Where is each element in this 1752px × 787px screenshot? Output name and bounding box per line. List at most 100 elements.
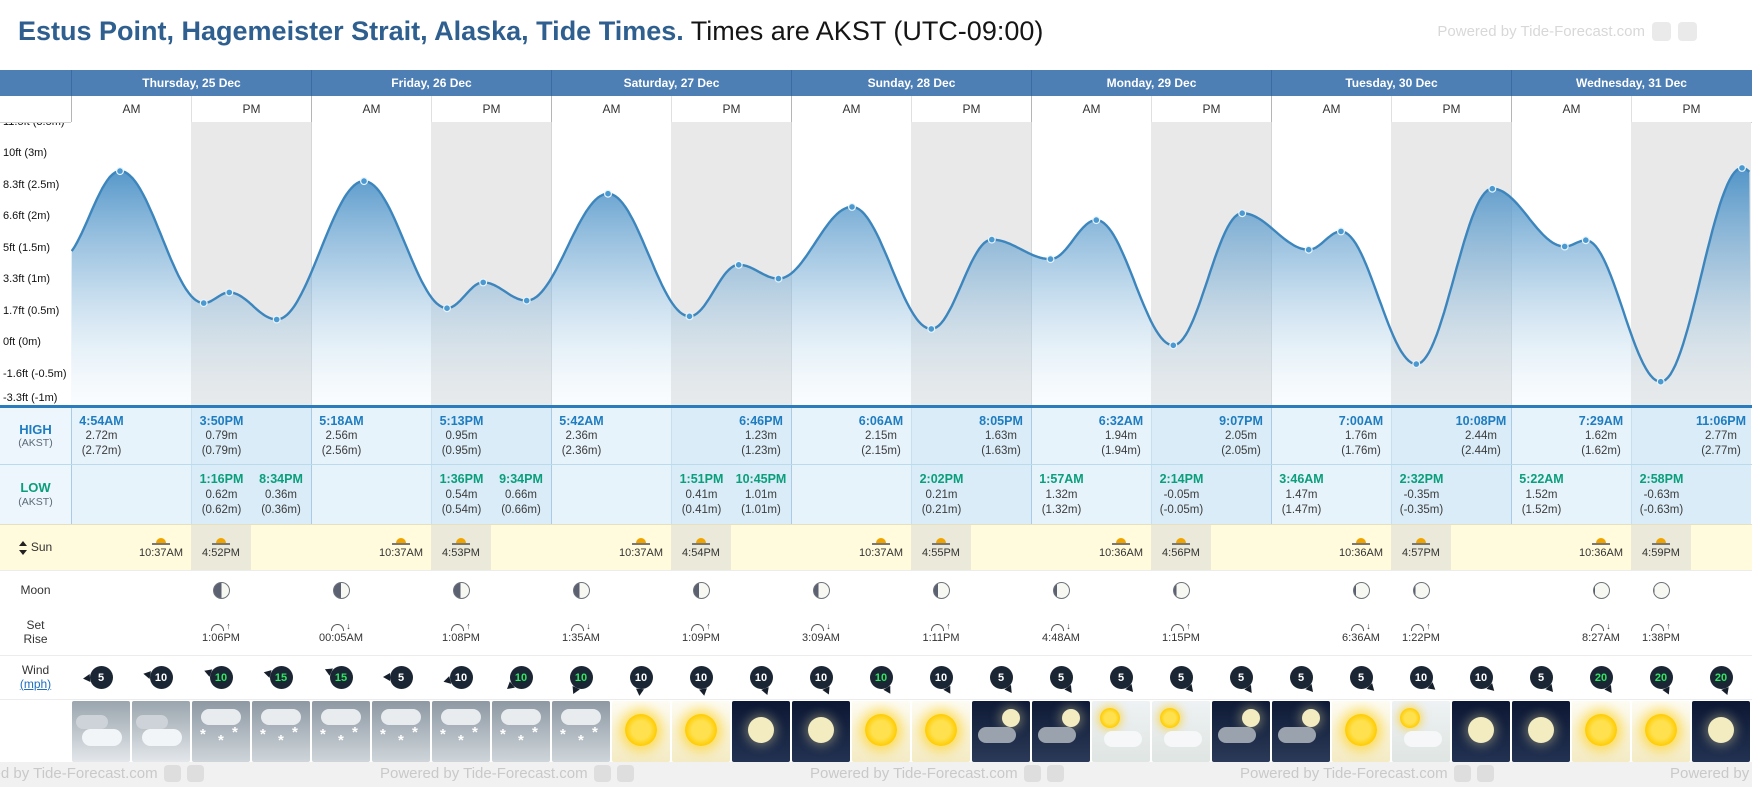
low-tide-cell [791,465,851,524]
sunrise-entry: 10:37AM [379,536,423,559]
moon-set-time: 3:09AM [802,632,840,644]
wind-unit-link[interactable]: (mph) [19,676,52,691]
setrise-cell: ↓ 00:05AM [311,610,371,655]
low-tide-height: 0.54m [445,488,478,501]
moon-phase-icon [812,582,830,599]
moon-icon [1528,717,1554,743]
y-axis-label: 8.3ft (2.5m) [3,178,60,191]
moon-rise-time: 1:22PM [1402,632,1440,644]
sunset-icon [1171,536,1190,545]
low-tide-entry: 3:46AM 1.47m (1.47m) [1279,471,1323,517]
weather-cell: * * * [251,700,311,763]
low-tide-cell: 3:46AM 1.47m (1.47m) [1271,465,1331,524]
wind-badge: 20 [1649,666,1673,689]
wind-badge: 10 [809,666,833,689]
weather-cell [1511,700,1571,763]
low-tide-entry: 10:45PM 1.01m (1.01m) [736,471,787,517]
sun-cell [1031,525,1091,570]
moon-icon [808,717,834,743]
cloud-icon [142,729,182,746]
y-axis-label: 10ft (3m) [3,147,48,160]
y-axis-label: 5ft (1.5m) [3,241,51,254]
moon-rise-entry: ↑ 1:15PM [1162,621,1200,645]
moon-phase-icon [1412,582,1430,599]
moon-icon [1242,709,1260,727]
weather-night-icon [1452,701,1510,762]
moon-set-time: 00:05AM [318,632,364,644]
day-header: Thursday, 25 Dec [71,70,311,96]
wind-badge: 10 [449,666,473,689]
sunrise-time: 10:37AM [378,547,424,559]
sun-label: Sun [30,539,53,554]
snowflake-icon: * [260,726,266,743]
high-tide-time: 11:06PM [1695,413,1747,428]
moon-icon [1302,709,1320,727]
wind-cell: 10 [431,656,491,699]
moon-cell [431,571,491,610]
moon-cell [371,571,431,610]
wind-speed: 15 [274,671,288,684]
weather-cell [1091,700,1151,763]
down-arrow-icon: ↓ [586,621,591,631]
down-arrow-icon: ↓ [346,621,351,631]
moon-icon [1002,709,1020,727]
moon-cell [911,571,971,610]
wind-badge: 10 [149,666,173,689]
wind-cell: 10 [1391,656,1451,699]
wind-speed: 15 [334,671,348,684]
high-row-label: HIGH (AKST) [0,408,71,464]
moon-phase-icon [572,582,590,599]
high-tide-height: 1.23m [745,430,777,443]
high-tide-marker [734,260,743,269]
low-tide-height-alt: (0.36m) [261,503,301,516]
sun-cell [1451,525,1511,570]
low-tide-marker [199,299,208,308]
sun-cell [731,525,791,570]
high-tide-height-alt: (1.63m) [981,445,1021,458]
wind-cell: 10 [911,656,971,699]
moon-cell [1331,571,1391,610]
high-tide-entry: 6:32AM 1.94m (1.94m) [1099,413,1143,459]
wind-label: Wind [21,662,50,677]
weather-night-icon [1692,701,1750,762]
sunset-entry: 4:56PM [1162,536,1200,559]
low-tide-height-alt: (1.47m) [1281,503,1322,516]
sun-cell [1211,525,1271,570]
high-tide-height-alt: (2.77m) [1701,445,1741,458]
setrise-cell [1451,610,1511,655]
ampm-label-pm: PM [1631,96,1751,122]
low-tide-cell [1331,465,1391,524]
wind-speed: 10 [1414,671,1428,684]
snowflake-icon: * [232,724,238,741]
low-tide-time: 1:16PM [199,472,244,487]
low-tide-marker [927,324,936,333]
low-tide-entry: 2:58PM -0.63m (-0.63m) [1640,471,1684,517]
day-header: Monday, 29 Dec [1031,70,1271,96]
moon-rise-entry: ↑ 1:09PM [682,621,720,645]
weather-night-cloud-icon [1272,701,1330,762]
sun-cell: 10:37AM [851,525,911,570]
page-title-location: Estus Point, Hagemeister Strait, Alaska,… [18,16,684,46]
high-tide-height-alt: (1.76m) [1341,445,1381,458]
low-tide-entry: 2:14PM -0.05m (-0.05m) [1160,471,1204,517]
moon-icon [1708,717,1734,743]
sunset-entry: 4:53PM [442,536,480,559]
moon-set-icon: ↓ [1051,621,1071,631]
high-tide-height-alt: (2.44m) [1461,445,1501,458]
high-label: HIGH [19,421,52,437]
low-tide-cell [551,465,611,524]
sunrise-icon [1352,536,1370,545]
watermark-text: Powered by Tide-Forecast.com [380,765,588,782]
footer-watermark-bar: Powered by Tide-Forecast.com Powered by T… [0,762,1752,787]
cloud-icon [1164,731,1202,747]
high-tide-cell: 9:07PM 2.05m (2.05m) [1211,408,1271,464]
moon-cell [311,571,371,610]
sunrise-time: 10:36AM [1338,547,1384,559]
cloud-icon [76,715,108,729]
low-tide-marker [1046,255,1055,264]
moon-set-entry: ↓ 6:36AM [1342,621,1380,645]
down-arrow-icon: ↓ [826,621,831,631]
wind-cell: 10 [491,656,551,699]
low-tide-marker [1412,360,1421,369]
wind-cell: 10 [191,656,251,699]
